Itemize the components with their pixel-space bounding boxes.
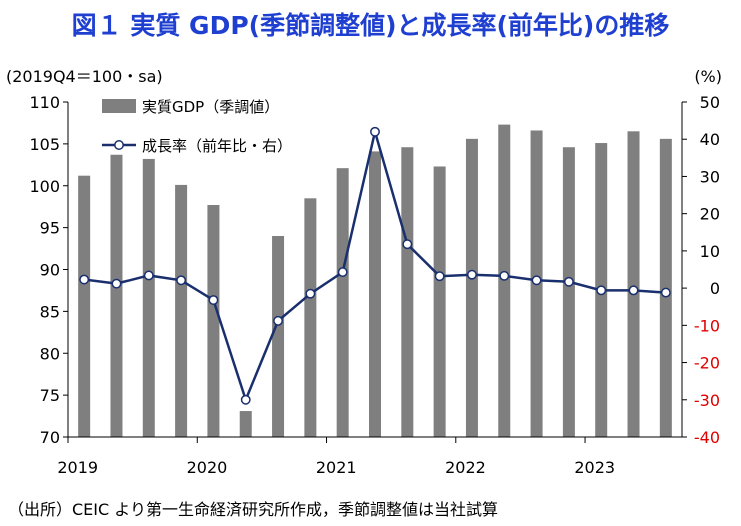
gdp-bar bbox=[433, 166, 446, 438]
growth-point bbox=[305, 288, 316, 299]
gdp-bar bbox=[627, 131, 640, 437]
growth-line bbox=[79, 126, 671, 405]
source-note: （出所）CEIC より第一生命経済研究所作成，季節調整値は当社試算 bbox=[8, 500, 498, 519]
left-tick-label: 110 bbox=[29, 93, 60, 112]
legend-bar-swatch bbox=[102, 99, 136, 113]
gdp-bar bbox=[304, 198, 317, 437]
gdp-bar bbox=[207, 205, 220, 437]
growth-point bbox=[402, 239, 413, 250]
right-tick-label: -10 bbox=[694, 316, 720, 335]
gdp-bar bbox=[562, 147, 575, 437]
growth-point bbox=[79, 274, 90, 285]
growth-point bbox=[660, 287, 671, 298]
gdp-bar bbox=[239, 411, 252, 437]
growth-point bbox=[499, 270, 510, 281]
left-tick-label: 75 bbox=[40, 386, 60, 405]
growth-point bbox=[596, 285, 607, 296]
right-tick-label: 20 bbox=[700, 205, 720, 224]
left-tick-label: 80 bbox=[40, 344, 60, 363]
gdp-bar bbox=[498, 124, 511, 438]
right-tick-label: 40 bbox=[700, 130, 720, 149]
legend-line-label: 成長率（前年比・右） bbox=[142, 137, 292, 155]
right-tick-label: -20 bbox=[694, 354, 720, 373]
legend-bar-label: 実質GDP（季調値） bbox=[142, 98, 279, 116]
growth-point bbox=[240, 394, 251, 405]
left-tick-label: 90 bbox=[40, 261, 60, 280]
growth-point bbox=[466, 269, 477, 280]
right-tick-label: -30 bbox=[694, 391, 720, 410]
growth-point bbox=[143, 270, 154, 281]
growth-point bbox=[434, 271, 445, 282]
growth-point bbox=[273, 315, 284, 326]
growth-point bbox=[628, 285, 639, 296]
growth-point bbox=[563, 276, 574, 287]
left-tick-label: 105 bbox=[29, 135, 60, 154]
chart-axes bbox=[63, 101, 687, 443]
right-tick-label: 0 bbox=[710, 279, 720, 298]
growth-point bbox=[176, 275, 187, 286]
gdp-bar bbox=[336, 168, 349, 437]
growth-point bbox=[208, 295, 219, 305]
right-tick-label: 30 bbox=[700, 167, 720, 186]
gdp-bar bbox=[110, 154, 123, 437]
left-tick-label: 70 bbox=[40, 428, 60, 447]
right-tick-label: 10 bbox=[700, 242, 720, 261]
right-tick-label: 50 bbox=[700, 93, 720, 112]
left-axis-title: (2019Q4＝100・sa) bbox=[6, 67, 163, 86]
gdp-bar bbox=[142, 158, 155, 437]
x-tick-label: 2019 bbox=[57, 458, 98, 477]
gdp-bar bbox=[465, 138, 478, 437]
gdp-bars bbox=[78, 124, 672, 438]
gdp-bar bbox=[401, 147, 414, 437]
left-tick-label: 100 bbox=[29, 177, 60, 196]
left-tick-label: 85 bbox=[40, 302, 60, 321]
right-axis-title: (%) bbox=[694, 67, 722, 86]
right-tick-label: -40 bbox=[694, 428, 720, 447]
left-tick-label: 95 bbox=[40, 219, 60, 238]
chart-legend: 実質GDP（季調値） 成長率（前年比・右） bbox=[102, 98, 292, 155]
gdp-bar bbox=[272, 236, 285, 437]
growth-point bbox=[370, 126, 380, 137]
x-tick-label: 2022 bbox=[445, 458, 486, 477]
growth-point bbox=[337, 267, 348, 278]
gdp-bar bbox=[78, 175, 91, 437]
chart-title: 図１ 実質 GDP(季節調整値)と成長率(前年比)の推移 bbox=[71, 11, 670, 40]
x-tick-label: 2020 bbox=[187, 458, 228, 477]
gdp-bar bbox=[369, 151, 381, 437]
axis-labels: 70 75 80 85 90 95 100 105 110 -40 -30 -20 -10 0 10 20 30… bbox=[6, 67, 722, 477]
growth-point bbox=[531, 275, 542, 286]
x-tick-label: 2021 bbox=[316, 458, 357, 477]
x-tick-label: 2023 bbox=[574, 458, 615, 477]
gdp-bar bbox=[175, 184, 188, 437]
legend-line-marker bbox=[114, 140, 124, 150]
growth-point bbox=[111, 278, 122, 289]
